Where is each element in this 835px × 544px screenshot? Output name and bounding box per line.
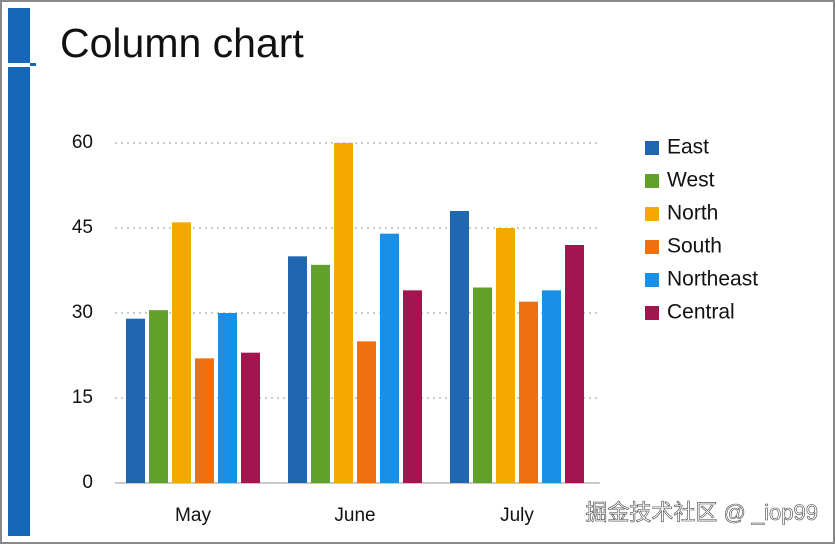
bar	[149, 310, 168, 483]
bar	[357, 341, 376, 483]
legend-label: South	[667, 235, 722, 258]
y-tick-label: 60	[72, 132, 93, 153]
bar	[126, 318, 145, 483]
legend-swatch	[645, 207, 659, 221]
side-bar-tick	[30, 63, 36, 66]
chart-title: Column chart	[60, 20, 304, 66]
bar	[450, 211, 469, 483]
bar	[473, 287, 492, 483]
bar	[403, 290, 422, 483]
x-tick-label: June	[334, 505, 375, 526]
legend-label: North	[667, 202, 718, 225]
side-bar-gap	[8, 63, 30, 67]
legend-swatch	[645, 240, 659, 254]
legend-label: East	[667, 136, 709, 159]
bar	[519, 301, 538, 483]
legend-swatch	[645, 306, 659, 320]
legend-label: Northeast	[667, 268, 758, 291]
x-tick-label: July	[500, 505, 534, 526]
legend-swatch	[645, 273, 659, 287]
bar	[334, 143, 353, 483]
legend-swatch	[645, 141, 659, 155]
bar	[218, 313, 237, 483]
legend-label: Central	[667, 301, 735, 324]
bar	[288, 256, 307, 483]
bar	[311, 264, 330, 483]
bar	[195, 358, 214, 483]
watermark: 掘金技术社区 @ _iop99	[585, 500, 818, 525]
side-bar	[8, 8, 30, 536]
bar	[172, 222, 191, 484]
bar	[241, 352, 260, 483]
bar	[565, 245, 584, 483]
y-tick-label: 0	[82, 472, 93, 493]
x-tick-label: May	[175, 505, 211, 526]
y-tick-label: 15	[72, 387, 93, 408]
y-tick-label: 45	[72, 217, 93, 238]
y-tick-label: 30	[72, 302, 93, 323]
legend-swatch	[645, 174, 659, 188]
legend-label: West	[667, 169, 715, 192]
bar	[496, 228, 515, 483]
bar	[380, 233, 399, 483]
bar	[542, 290, 561, 483]
